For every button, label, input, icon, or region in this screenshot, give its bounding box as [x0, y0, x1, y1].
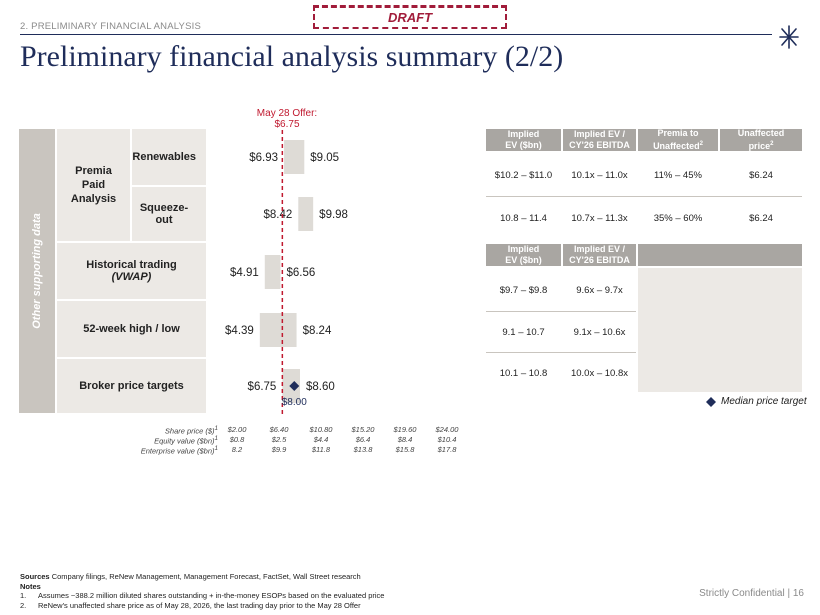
sources-line: Sources Company filings, ReNew Managemen… [20, 572, 361, 581]
axis-tick-share-price: $19.60 [393, 425, 417, 434]
notes-label: Notes [20, 581, 41, 591]
median-diamond-icon [706, 396, 716, 407]
table2-divider [486, 311, 636, 312]
table2-header-ev-ebitda: Implied EV / CY'26 EBITDA [563, 244, 636, 266]
table1-cell: 10.1x – 11.0x [571, 169, 628, 181]
axis-tick-equity-value: $0.8 [229, 435, 245, 444]
table1-cell: 10.8 – 11.4 [500, 212, 547, 224]
range-low-label: $8.42 [264, 209, 293, 221]
range-high-label: $9.98 [319, 209, 348, 221]
axis-tick-equity-value: $10.4 [437, 435, 457, 444]
range-low-label: $6.93 [249, 152, 278, 164]
row-label-52-week: 52-week high / low [57, 301, 206, 357]
table2-header-blank [638, 244, 802, 266]
row-label-line2: (VWAP) [111, 271, 152, 283]
title-rule [20, 34, 772, 35]
row-label-line1: Historical trading [86, 259, 177, 271]
table1-header-unaffected: Unaffected price2 [720, 128, 802, 151]
row-label-historical-trading: Historical trading (VWAP) [57, 243, 206, 299]
axis-tick-share-price: $2.00 [227, 425, 247, 434]
range-low-label: $6.75 [248, 381, 277, 393]
range-high-label: $9.05 [310, 152, 339, 164]
legend-median: Median price target [706, 396, 807, 407]
section-label: 2. PRELIMINARY FINANCIAL ANALYSIS [20, 21, 202, 32]
median-marker [289, 381, 300, 391]
range-bar [284, 140, 305, 174]
table1-header-ev-ebitda: Implied EV / CY'26 EBITDA [563, 129, 636, 151]
offer-label-line2: $6.75 [274, 119, 300, 130]
table1-header-premia: Premia to Unaffected2 [638, 128, 718, 151]
axis-tick-enterprise-value: $9.9 [271, 445, 287, 454]
offer-label: May 28 Offer: $6.75 [247, 108, 327, 130]
axis-tick-enterprise-value: $17.8 [437, 445, 457, 454]
median-label: $8.00 [282, 397, 307, 408]
axis-tick-equity-value: $6.4 [355, 435, 371, 444]
range-bar [259, 313, 297, 347]
axis-tick-equity-value: $4.4 [313, 435, 329, 444]
range-bar [264, 255, 281, 289]
group-label-premia: Premia Paid Analysis [57, 129, 130, 241]
axis-tick-equity-value: $2.5 [271, 435, 287, 444]
table2-cell: 9.1x – 10.6x [573, 326, 626, 338]
table2-divider [486, 352, 636, 353]
axis-tick-enterprise-value: $11.8 [311, 445, 331, 454]
table2-header-implied-ev: Implied EV ($bn) [486, 244, 561, 266]
axis-tick-enterprise-value: 8.2 [231, 445, 243, 454]
axis-tick-share-price: $24.00 [435, 425, 459, 434]
sources-notes: Sources Company filings, ReNew Managemen… [20, 572, 680, 610]
table2-cell: 10.0x – 10.8x [570, 367, 629, 379]
range-high-label: $6.56 [287, 267, 316, 279]
range-high-label: $8.24 [303, 325, 332, 337]
page-title: Preliminary financial analysis summary (… [20, 40, 564, 73]
legend-median-label: Median price target [721, 396, 807, 407]
logo-icon [779, 25, 799, 49]
range-low-label: $4.91 [230, 267, 259, 279]
row-label-squeeze-out: Squeeze-out [132, 187, 206, 241]
table2-blank-area [638, 268, 802, 392]
axis-tick-enterprise-value: $13.8 [353, 445, 373, 454]
table1-header-implied-ev: Implied EV ($bn) [486, 129, 561, 151]
note-item: 1. Assumes ~388.2 million diluted shares … [20, 591, 385, 600]
table1-cell: $6.24 [749, 212, 773, 224]
row-label-broker: Broker price targets [57, 359, 206, 413]
draft-stamp: DRAFT [313, 5, 507, 29]
table2-cell: $9.7 – $9.8 [499, 284, 548, 296]
table1-cell: 35% – 60% [653, 212, 703, 224]
table2-cell: 10.1 – 10.8 [499, 367, 548, 379]
axis-tick-share-price: $6.40 [269, 425, 289, 434]
axis-tick-equity-value: $8.4 [397, 435, 413, 444]
table2-cell: 9.6x – 9.7x [576, 284, 623, 296]
note-item: 2. ReNew's unaffected share price as of M… [20, 600, 361, 610]
axis-tick-share-price: $15.20 [351, 425, 375, 434]
range-high-label: $8.60 [306, 381, 335, 393]
axis-label-equity-value: Equity value ($bn)1 [154, 435, 218, 446]
row-label-renewables: Renewables [132, 129, 206, 185]
side-bar [19, 129, 55, 413]
table1-cell: 11% – 45% [654, 169, 702, 181]
table1-cell: $10.2 – $11.0 [494, 169, 553, 181]
offer-label-line1: May 28 Offer: [256, 108, 318, 119]
axis-label-enterprise-value: Enterprise value ($bn)1 [140, 445, 218, 456]
footer-confidential: Strictly Confidential | 16 [699, 588, 804, 599]
table1-cell: 10.7x – 11.3x [571, 212, 628, 224]
axis-tick-enterprise-value: $15.8 [395, 445, 415, 454]
axis-label-share-price: Share price ($)1 [164, 425, 218, 436]
table2-cell: 9.1 – 10.7 [502, 326, 545, 338]
axis-tick-share-price: $10.80 [309, 425, 333, 434]
table1-cell: $6.24 [749, 169, 773, 181]
range-bar [298, 197, 314, 231]
table1-divider [486, 196, 802, 197]
range-low-label: $4.39 [225, 325, 254, 337]
